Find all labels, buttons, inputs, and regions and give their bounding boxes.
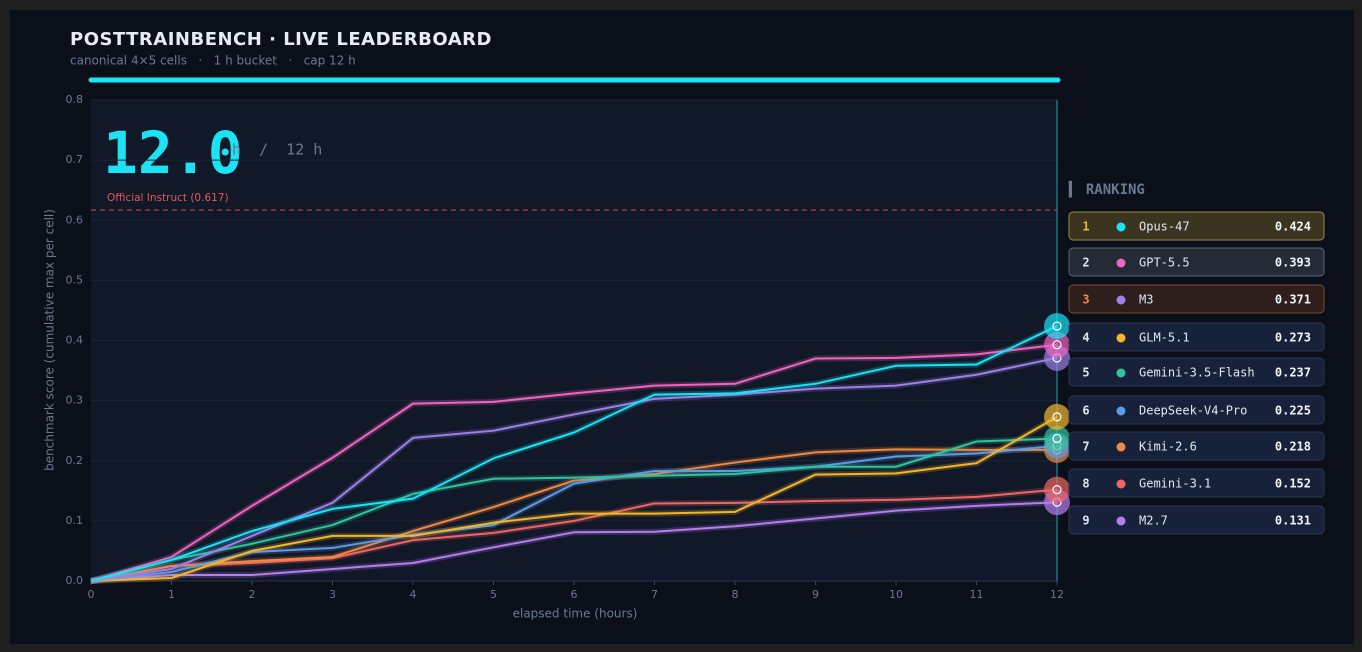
legend-name: M3 xyxy=(1139,293,1153,307)
x-tick-label: 4 xyxy=(410,588,417,601)
y-tick-label: 0.6 xyxy=(66,213,84,226)
legend-name: Gemini-3.5-Flash xyxy=(1139,366,1255,380)
score-label: 0.225 xyxy=(1275,404,1311,418)
score-label: 0.237 xyxy=(1275,366,1311,380)
series-line xyxy=(90,356,1058,582)
end-marker xyxy=(1052,340,1062,350)
y-tick-label: 0.0 xyxy=(66,574,84,587)
end-halo xyxy=(1044,403,1070,430)
x-tick-label: 11 xyxy=(970,588,984,601)
y-axis-label: benchmark score (cumulative max per cell… xyxy=(43,209,57,471)
end-halo xyxy=(1044,331,1070,358)
legend-dot xyxy=(1116,442,1126,452)
chart-title: POSTTRAINBENCH · LIVE LEADERBOARD xyxy=(70,29,492,50)
x-tick-label: 8 xyxy=(732,588,739,601)
ranking-row xyxy=(1068,284,1325,314)
y-tick-label: 0.2 xyxy=(66,454,84,467)
legend-name: DeepSeek-V4-Pro xyxy=(1139,404,1247,418)
y-tick-label: 0.1 xyxy=(66,514,84,527)
ranking-title: ▍ RANKING xyxy=(1068,180,1145,198)
end-marker xyxy=(1052,412,1062,422)
rank-number: 4 xyxy=(1082,331,1089,345)
series-line xyxy=(90,488,1058,582)
x-tick-label: 2 xyxy=(249,588,256,601)
series-line xyxy=(90,448,1057,582)
y-tick-label: 0.3 xyxy=(66,394,84,407)
y-tick-label: 0.8 xyxy=(66,93,84,106)
ranking-row xyxy=(1068,211,1325,241)
end-marker xyxy=(1052,433,1062,444)
end-halo xyxy=(1044,313,1070,340)
x-tick-label: 7 xyxy=(651,588,658,601)
x-tick-label: 1 xyxy=(168,588,175,601)
legend-name: Opus-47 xyxy=(1139,220,1190,234)
legend-name: GLM-5.1 xyxy=(1139,331,1190,345)
clock: 12.0 xyxy=(103,119,243,187)
y-tick-label: 0.4 xyxy=(66,334,84,347)
end-marker xyxy=(1052,321,1062,331)
series-line xyxy=(90,415,1058,582)
score-label: 0.131 xyxy=(1275,514,1311,528)
x-tick-label: 9 xyxy=(812,588,819,601)
legend-dot xyxy=(1116,222,1126,232)
ranking-row xyxy=(1068,322,1325,352)
ranking-row xyxy=(1068,395,1325,425)
reference-label: Official Instruct (0.617) xyxy=(107,192,229,204)
score-label: 0.393 xyxy=(1275,256,1311,270)
x-tick-label: 5 xyxy=(490,588,497,601)
legend-dot xyxy=(1116,368,1126,378)
legend-name: GPT-5.5 xyxy=(1139,256,1190,270)
series-line xyxy=(90,501,1058,582)
series-line xyxy=(90,325,1058,582)
rank-number: 9 xyxy=(1082,514,1089,528)
x-tick-label: 10 xyxy=(889,588,903,601)
clock-unit: h / 12 h xyxy=(232,141,322,159)
legend-name: M2.7 xyxy=(1139,514,1168,528)
y-tick-label: 0.5 xyxy=(66,273,84,286)
ranking-row xyxy=(1068,357,1325,387)
rank-number: 2 xyxy=(1082,256,1089,270)
legend-dot xyxy=(1116,295,1126,305)
x-axis-label: elapsed time (hours) xyxy=(513,607,638,621)
rank-number: 3 xyxy=(1082,293,1089,307)
legend-dot xyxy=(1116,479,1126,489)
legend-dot xyxy=(1116,516,1126,526)
series-line xyxy=(90,343,1058,582)
score-label: 0.218 xyxy=(1275,440,1311,454)
score-label: 0.273 xyxy=(1275,331,1311,345)
rank-number: 1 xyxy=(1082,220,1089,234)
series-line xyxy=(90,437,1058,582)
x-tick-label: 0 xyxy=(88,588,95,601)
x-tick-label: 12 xyxy=(1050,588,1064,601)
legend-dot xyxy=(1116,406,1126,416)
ranking-row xyxy=(1068,247,1325,277)
score-label: 0.424 xyxy=(1275,220,1311,234)
ranking-row xyxy=(1068,505,1325,535)
legend-name: Kimi-2.6 xyxy=(1139,440,1197,454)
legend-dot xyxy=(1116,258,1126,268)
subtitle: canonical 4×5 cells · 1 h bucket · cap 1… xyxy=(70,54,356,68)
y-tick-label: 0.7 xyxy=(66,153,84,166)
rank-number: 6 xyxy=(1082,404,1089,418)
end-marker xyxy=(1052,485,1062,495)
ranking-row xyxy=(1068,431,1325,461)
end-halo xyxy=(1044,476,1070,503)
rank-number: 8 xyxy=(1082,477,1089,491)
score-label: 0.152 xyxy=(1275,477,1311,491)
legend-name: Gemini-3.1 xyxy=(1139,477,1211,491)
rank-number: 5 xyxy=(1082,366,1089,380)
series-line xyxy=(90,444,1058,582)
legend-dot xyxy=(1116,333,1126,343)
x-tick-label: 6 xyxy=(571,588,578,601)
rank-number: 7 xyxy=(1082,440,1089,454)
score-label: 0.371 xyxy=(1275,293,1311,307)
x-tick-label: 3 xyxy=(329,588,336,601)
end-halo xyxy=(1044,425,1070,452)
ranking-row xyxy=(1068,468,1325,498)
